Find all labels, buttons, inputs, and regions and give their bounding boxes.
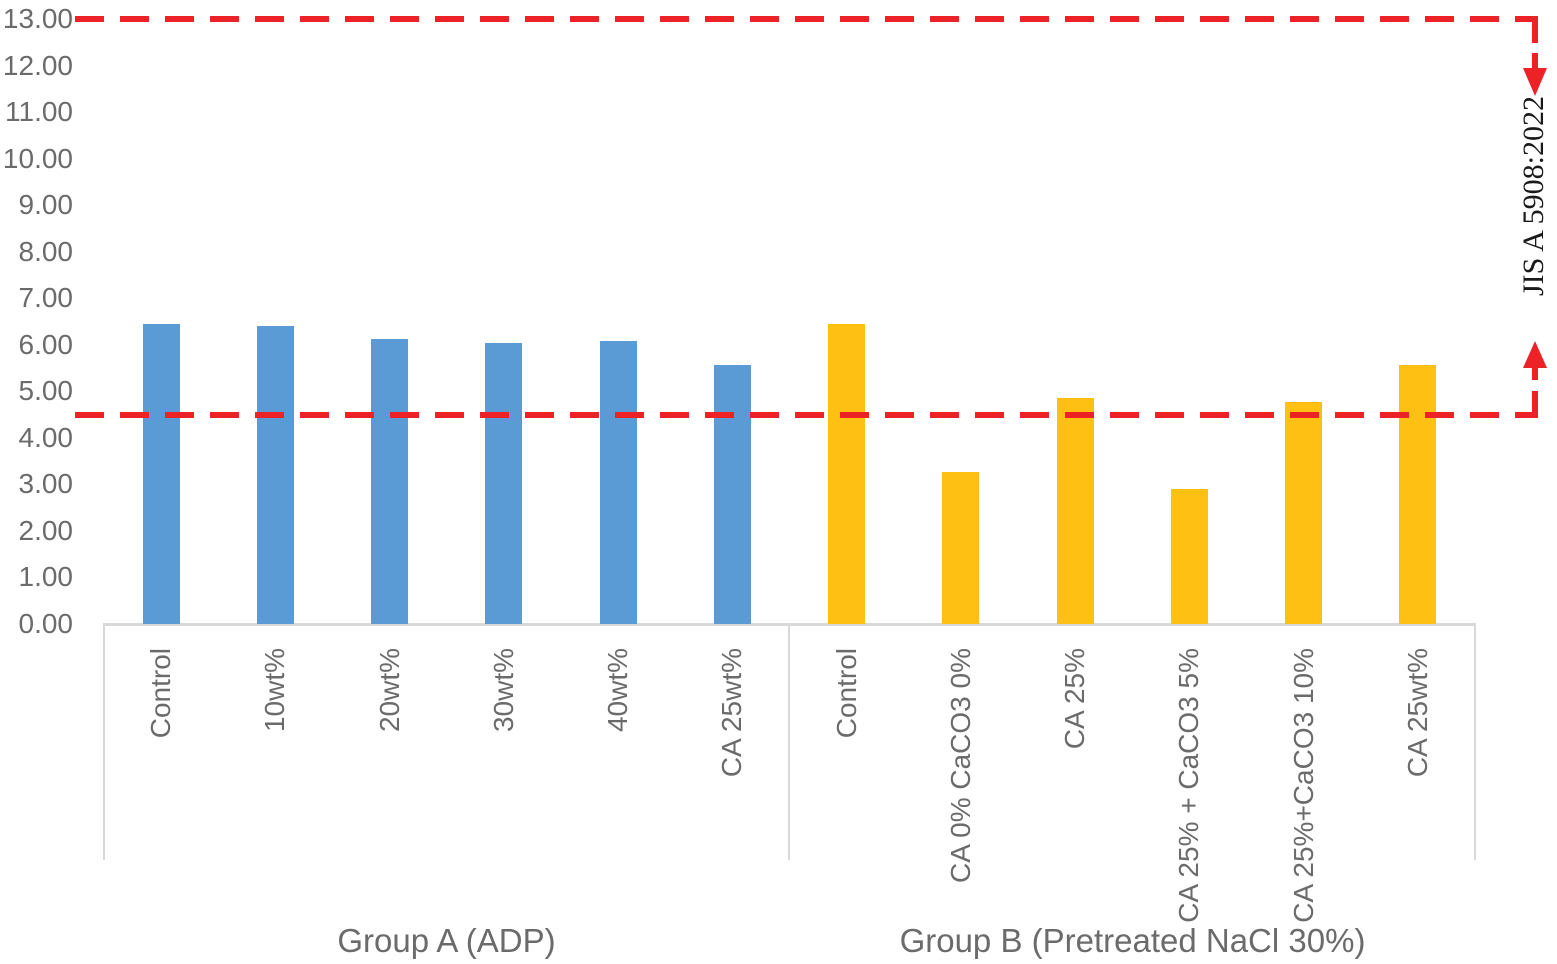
category-label: 30wt% — [487, 648, 519, 733]
category-label: CA 25% + CaCO3 5% — [1173, 648, 1205, 923]
y-tick-label: 11.00 — [5, 96, 73, 128]
arrow-down-icon — [1523, 68, 1547, 96]
y-tick-label: 10.00 — [2, 142, 73, 174]
bar — [713, 365, 751, 624]
connector-segment — [1532, 365, 1538, 380]
y-tick-label: 6.00 — [18, 328, 74, 360]
y-tick-label: 8.00 — [18, 235, 74, 267]
category-label: CA 25%+CaCO3 10% — [1287, 648, 1319, 923]
category-label: 20wt% — [373, 648, 405, 733]
bar — [256, 325, 294, 624]
y-tick-label: 9.00 — [18, 189, 74, 221]
y-tick-label: 2.00 — [18, 514, 74, 546]
bar — [1056, 398, 1094, 624]
connector-segment — [1532, 391, 1538, 418]
bar — [828, 323, 866, 624]
bar — [142, 323, 180, 624]
group-b-label: Group B (Pretreated NaCl 30%) — [899, 922, 1366, 959]
bar — [1285, 402, 1323, 624]
connector-segment — [1532, 16, 1538, 43]
category-label: CA 0% CaCO3 0% — [944, 648, 976, 883]
y-tick-label: 4.00 — [18, 421, 74, 453]
bar — [1170, 488, 1208, 624]
reference-line — [75, 411, 1519, 418]
bar — [942, 471, 980, 624]
bar — [1399, 365, 1437, 624]
category-label: 40wt% — [602, 648, 634, 733]
arrow-up-icon — [1523, 341, 1547, 368]
connector-segment — [1532, 53, 1538, 68]
y-tick-label: 5.00 — [18, 375, 74, 407]
bar — [485, 343, 523, 624]
bar — [371, 339, 409, 624]
group-a-label: Group A (ADP) — [337, 922, 556, 959]
y-tick-label: 13.00 — [2, 2, 73, 34]
bar — [599, 341, 637, 624]
jis-standard-label: JIS A 5908:2022 — [1517, 96, 1550, 297]
category-axis-tick-right — [1474, 623, 1476, 860]
y-tick-label: 3.00 — [18, 468, 74, 500]
connector-segment — [1519, 412, 1538, 418]
category-label: Control — [145, 648, 177, 739]
connector-segment — [1519, 16, 1538, 22]
reference-line — [75, 15, 1519, 22]
y-tick-label: 1.00 — [18, 561, 74, 593]
category-label: Control — [830, 648, 862, 739]
y-tick-label: 0.00 — [18, 608, 74, 639]
category-label: CA 25% — [1059, 648, 1091, 750]
y-tick-label: 7.00 — [18, 282, 74, 314]
category-label: 10wt% — [259, 648, 291, 733]
y-tick-label: 12.00 — [2, 49, 73, 81]
category-axis-tick-left — [103, 623, 105, 860]
category-label: CA 25wt% — [716, 648, 748, 778]
category-label: CA 25wt% — [1401, 648, 1433, 778]
category-axis-tick-middle — [788, 623, 790, 860]
